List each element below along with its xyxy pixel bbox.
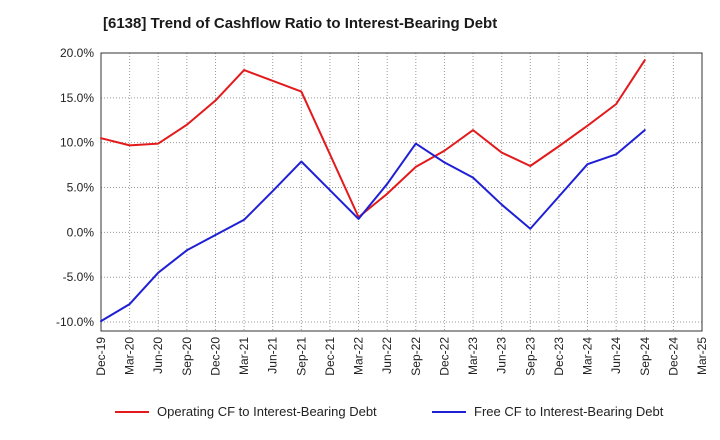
x-tick-label: Sep-23 — [523, 337, 537, 376]
x-tick-label: Dec-21 — [323, 337, 337, 376]
x-tick-label: Dec-19 — [94, 337, 108, 376]
y-tick-label: 0.0% — [67, 225, 95, 239]
legend-label-operating-cf: Operating CF to Interest-Bearing Debt — [157, 404, 377, 419]
plot-area — [101, 53, 702, 331]
legend-swatch-operating-cf — [115, 410, 149, 413]
x-tick-label: Mar-20 — [123, 337, 137, 375]
y-tick-label: -10.0% — [56, 315, 94, 329]
legend-item-free-cf: Free CF to Interest-Bearing Debt — [432, 404, 663, 419]
legend-swatch-free-cf — [432, 410, 466, 413]
x-tick-label: Jun-20 — [151, 337, 165, 374]
x-tick-label: Mar-25 — [695, 337, 709, 375]
y-tick-label: 5.0% — [67, 181, 95, 195]
x-tick-label: Sep-22 — [409, 337, 423, 376]
x-tick-label: Dec-22 — [437, 337, 451, 376]
plot-frame — [100, 52, 703, 332]
x-tick-label: Dec-24 — [666, 337, 680, 376]
x-tick-label: Mar-24 — [581, 337, 595, 375]
x-tick-label: Mar-21 — [237, 337, 251, 375]
chart-title: [6138] Trend of Cashflow Ratio to Intere… — [103, 15, 498, 32]
x-tick-label: Sep-21 — [294, 337, 308, 376]
y-tick-label: -5.0% — [63, 270, 95, 284]
series-line-operating-cf — [100, 59, 646, 219]
y-tick-label: 10.0% — [60, 136, 94, 150]
x-tick-label: Sep-24 — [638, 337, 652, 376]
x-tick-label: Dec-23 — [552, 337, 566, 376]
x-tick-label: Mar-22 — [352, 337, 366, 375]
series-line-free-cf — [100, 129, 646, 323]
x-tick-label: Sep-20 — [180, 337, 194, 376]
x-tick-label: Dec-20 — [208, 337, 222, 376]
x-tick-label: Jun-21 — [266, 337, 280, 374]
x-tick-label: Jun-22 — [380, 337, 394, 374]
x-tick-label: Jun-24 — [609, 337, 623, 374]
x-tick-label: Jun-23 — [495, 337, 509, 374]
x-tick-label: Mar-23 — [466, 337, 480, 375]
chart-legend: Operating CF to Interest-Bearing Debt Fr… — [0, 404, 720, 426]
legend-label-free-cf: Free CF to Interest-Bearing Debt — [474, 404, 664, 419]
y-tick-label: 15.0% — [60, 91, 94, 105]
y-tick-label: 20.0% — [60, 46, 94, 60]
legend-item-operating-cf: Operating CF to Interest-Bearing Debt — [115, 404, 377, 419]
